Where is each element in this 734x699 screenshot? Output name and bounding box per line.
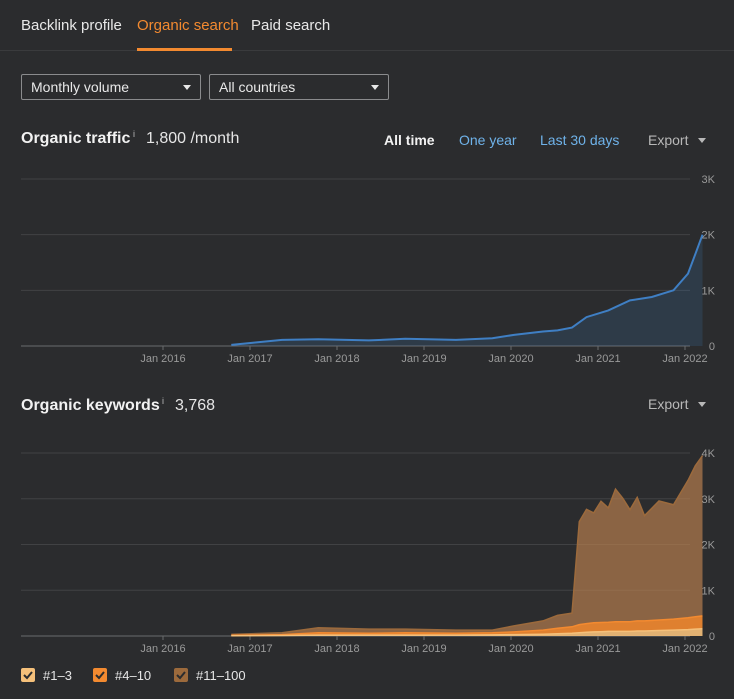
volume-select-value: Monthly volume — [31, 79, 130, 95]
traffic-export-button[interactable]: Export — [648, 132, 707, 148]
legend-label-top10: #4–10 — [115, 668, 152, 683]
organic-traffic-chart: 0 1K 2K 3K Jan 2016 Jan 2017 Jan 2018 Jan 2019 J… — [21, 174, 716, 365]
x-tick-label: Jan 2017 — [227, 353, 272, 365]
x-tick-label: Jan 2021 — [575, 353, 620, 365]
x-tick-label: Jan 2017 — [227, 643, 272, 655]
y-tick-label: 4K — [702, 448, 716, 460]
keywords-export-button[interactable]: Export — [648, 396, 707, 412]
legend-checkbox-top10[interactable] — [93, 668, 107, 682]
legend-checkbox-top3[interactable] — [21, 668, 35, 682]
chevron-down-icon — [698, 138, 707, 143]
keywords-area-3 — [231, 455, 703, 636]
y-tick-label: 2K — [702, 540, 716, 552]
legend-label-top3: #1–3 — [43, 668, 72, 683]
keywords-series-line-3 — [231, 455, 704, 636]
x-tick-label: Jan 2019 — [401, 353, 446, 365]
organic-keywords-chart: 0 1K 2K 3K 4K Jan 2016 Jan 2017 Jan 2018 Jan 201… — [21, 448, 716, 655]
y-tick-label: 1K — [702, 585, 716, 597]
keywords-area-2 — [231, 615, 703, 636]
organic-traffic-value: 1,800 /month — [146, 130, 240, 147]
range-one-year[interactable]: One year — [459, 132, 517, 148]
keywords-series-line-1 — [231, 627, 703, 637]
x-tick-label: Jan 2018 — [314, 643, 359, 655]
traffic-area — [231, 234, 703, 346]
organic-keywords-title: Organic keywords — [21, 397, 160, 414]
legend-checkbox-top100[interactable] — [174, 668, 188, 682]
keywords-series-line-2 — [231, 615, 703, 637]
x-tick-label: Jan 2022 — [662, 643, 707, 655]
tab-paid-search[interactable]: Paid search — [251, 17, 331, 34]
x-tick-label: Jan 2022 — [662, 353, 707, 365]
x-tick-label: Jan 2016 — [140, 353, 185, 365]
organic-traffic-title: Organic traffic — [21, 130, 131, 147]
chevron-down-icon — [183, 85, 191, 90]
country-select-value: All countries — [219, 79, 296, 95]
y-tick-label: 1K — [702, 285, 716, 297]
keywords-area-1 — [231, 628, 703, 636]
active-tab-indicator — [137, 48, 232, 51]
y-tick-label: 3K — [702, 174, 716, 186]
traffic-series-line — [231, 234, 704, 346]
y-tick-label: 2K — [702, 230, 716, 242]
tabs-bar — [0, 0, 734, 51]
y-tick-label: 0 — [709, 631, 715, 643]
x-tick-label: Jan 2018 — [314, 353, 359, 365]
x-tick-label: Jan 2020 — [488, 643, 533, 655]
tab-backlink-profile[interactable]: Backlink profile — [21, 17, 122, 34]
country-select[interactable]: All countries — [209, 74, 389, 100]
x-tick-label: Jan 2021 — [575, 643, 620, 655]
range-last-30-days[interactable]: Last 30 days — [540, 132, 620, 148]
range-all-time[interactable]: All time — [384, 132, 435, 148]
export-label: Export — [648, 396, 689, 412]
chevron-down-icon — [371, 85, 379, 90]
legend-label-top100: #11–100 — [196, 668, 246, 683]
export-label: Export — [648, 132, 689, 148]
chevron-down-icon — [698, 402, 707, 407]
x-tick-label: Jan 2019 — [401, 643, 446, 655]
x-tick-label: Jan 2016 — [140, 643, 185, 655]
tab-organic-search[interactable]: Organic search — [137, 17, 239, 34]
volume-select[interactable]: Monthly volume — [21, 74, 201, 100]
y-tick-label: 0 — [709, 341, 715, 353]
info-icon[interactable]: i — [133, 129, 135, 139]
organic-keywords-value: 3,768 — [175, 397, 216, 414]
info-icon[interactable]: i — [162, 396, 164, 406]
x-tick-label: Jan 2020 — [488, 353, 533, 365]
y-tick-label: 3K — [702, 494, 716, 506]
